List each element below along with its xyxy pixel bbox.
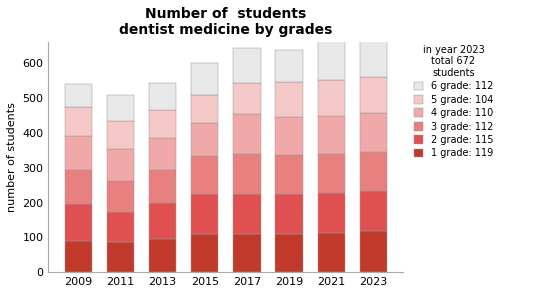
- Bar: [233, 154, 260, 194]
- Bar: [233, 83, 260, 114]
- Bar: [318, 116, 345, 154]
- Bar: [276, 117, 303, 155]
- Bar: [318, 80, 345, 116]
- Bar: [107, 121, 134, 149]
- Y-axis label: number of students: number of students: [7, 102, 17, 212]
- Bar: [64, 241, 92, 272]
- Bar: [64, 204, 92, 241]
- Title: Number of  students
dentist medicine by grades: Number of students dentist medicine by g…: [119, 7, 333, 37]
- Bar: [149, 170, 176, 203]
- Bar: [360, 38, 387, 77]
- Bar: [149, 83, 176, 110]
- Bar: [107, 212, 134, 242]
- Bar: [318, 41, 345, 80]
- Bar: [360, 191, 387, 231]
- Bar: [191, 234, 218, 272]
- Bar: [107, 95, 134, 121]
- Bar: [276, 51, 303, 82]
- Bar: [64, 136, 92, 170]
- Bar: [276, 194, 303, 234]
- Bar: [360, 231, 387, 272]
- Legend: 6 grade: 112, 5 grade: 104, 4 grade: 110, 3 grade: 112, 2 grade: 115, 1 grade: 1: 6 grade: 112, 5 grade: 104, 4 grade: 110…: [412, 43, 496, 160]
- Bar: [64, 84, 92, 107]
- Bar: [318, 233, 345, 272]
- Bar: [64, 170, 92, 204]
- Bar: [233, 114, 260, 154]
- Bar: [233, 194, 260, 234]
- Bar: [191, 156, 218, 194]
- Bar: [191, 95, 218, 123]
- Bar: [360, 77, 387, 113]
- Bar: [276, 82, 303, 117]
- Bar: [191, 123, 218, 156]
- Bar: [360, 113, 387, 152]
- Bar: [107, 242, 134, 272]
- Bar: [276, 234, 303, 272]
- Bar: [149, 138, 176, 170]
- Bar: [318, 154, 345, 193]
- Bar: [233, 48, 260, 83]
- Bar: [318, 193, 345, 233]
- Bar: [64, 107, 92, 136]
- Bar: [276, 155, 303, 194]
- Bar: [191, 64, 218, 95]
- Bar: [149, 110, 176, 138]
- Bar: [360, 152, 387, 191]
- Bar: [191, 194, 218, 234]
- Bar: [107, 149, 134, 181]
- Bar: [149, 239, 176, 272]
- Bar: [107, 181, 134, 212]
- Bar: [233, 234, 260, 272]
- Bar: [149, 203, 176, 239]
